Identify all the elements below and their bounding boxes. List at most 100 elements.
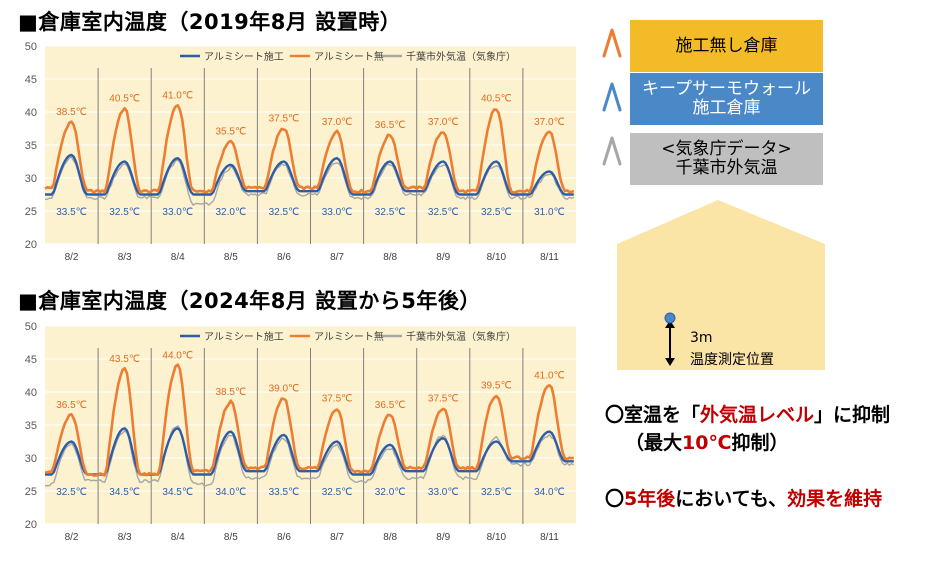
legend-label-outdoor: <気象庁データ> 千葉市外気温 [661,139,792,178]
chart-1: 20 25 30 35 40 45 50 8/2 8/3 8/4 8/5 8/6 8/7 8/8 8/9 8/… [25,41,576,263]
legend-label: 千葉市外気温（気象庁） [406,330,516,343]
chart-2: 20 25 30 35 40 45 50 8/2 8/3 8/4 8/5 8/6 8/7 8/8 8/9 8/… [25,321,576,543]
data-label-treated-max: 33.0℃ [162,207,193,218]
bullet-3-highlight-2: 効果を維持 [787,488,883,510]
orange-line-icon [602,28,622,58]
x-tick-label: 8/8 [383,252,397,263]
chart-1-title: ■倉庫室内温度（2019年8月 設置時） [18,10,402,34]
x-tick-label: 8/6 [277,532,291,543]
data-label-max: 37.0℃ [322,117,353,128]
data-label-treated-max: 34.0℃ [534,487,565,498]
sensor-point [664,312,676,324]
bullet-3-pre: 〇 [605,488,625,510]
x-tick-label: 8/5 [224,252,238,263]
warehouse-shape [617,200,825,370]
data-label-treated-max: 32.5℃ [481,207,512,218]
y-tick-label: 35 [25,140,37,152]
data-label-max: 44.0℃ [162,351,193,362]
y-tick-label: 30 [25,173,37,185]
chart-2-title: ■倉庫室内温度（2024年8月 設置から5年後） [18,289,481,313]
data-label-treated-max: 33.5℃ [56,207,87,218]
x-tick-label: 8/7 [330,252,344,263]
height-label: 3m [690,330,713,346]
data-label-treated-max: 32.5℃ [322,487,353,498]
data-label-max: 41.0℃ [162,90,193,101]
bullet-suppress: 〇室温を「外気温レベル」に抑制 [605,400,890,427]
data-label-max: 41.0℃ [534,370,565,381]
series-line [44,363,575,477]
data-label-treated-max: 33.0℃ [428,487,459,498]
x-tick-label: 8/7 [330,532,344,543]
data-label-max: 37.5℃ [428,394,459,405]
x-tick-label: 8/11 [540,532,559,543]
y-tick-label: 40 [25,387,37,399]
legend-label: 千葉市外気温（気象庁） [406,50,516,63]
data-label-treated-max: 32.5℃ [109,207,140,218]
x-tick-label: 8/9 [436,532,450,543]
x-tick-label: 8/3 [118,532,132,543]
legend-label: アルミシート施工 [204,50,284,63]
data-label-max: 38.5℃ [215,387,246,398]
y-tick-label: 45 [25,354,37,366]
data-label-treated-max: 32.5℃ [428,207,459,218]
data-label-max: 38.5℃ [56,107,87,118]
series-line [45,427,574,476]
y-tick-label: 35 [25,420,37,432]
series-line [45,153,574,196]
bullet-1-pre: 〇室温を「 [605,404,701,426]
y-tick-label: 30 [25,453,37,465]
x-tick-label: 8/4 [171,532,185,543]
data-label-treated-max: 32.0℃ [215,207,246,218]
bullet-3-mid: においても、 [675,488,788,510]
y-tick-label: 50 [25,41,37,53]
legend-label-treated: キープサーモウォール 施工倉庫 [642,79,811,118]
bullet-five-years: 〇5年後においても、効果を維持 [605,484,882,511]
x-tick-label: 8/10 [487,532,507,543]
bullet-3-highlight-1: 5年後 [624,488,676,510]
warehouse-diagram [617,200,825,370]
y-tick-label: 50 [25,321,37,333]
bullet-max: （最大10℃抑制） [625,428,788,455]
data-label-max: 36.5℃ [375,400,406,411]
data-label-max: 37.0℃ [534,117,565,128]
position-label: 温度測定位置 [690,352,774,368]
x-tick-label: 8/5 [224,532,238,543]
x-tick-label: 8/9 [436,252,450,263]
data-label-treated-max: 32.0℃ [375,487,406,498]
data-label-max: 37.0℃ [428,117,459,128]
legend-label: アルミシート無 [314,50,384,63]
series-line [44,104,575,194]
data-label-treated-max: 33.5℃ [269,487,300,498]
x-tick-label: 8/11 [540,252,559,263]
y-tick-label: 25 [25,486,37,498]
x-tick-label: 8/2 [65,252,79,263]
bullet-2-post: 抑制） [731,432,789,454]
bullet-2-pre: （最大 [625,432,683,454]
data-label-max: 37.5℃ [322,394,353,405]
bullet-1-post: 」に抑制 [814,404,891,426]
legend-label: アルミシート無 [314,330,384,343]
blue-line-icon [602,82,622,112]
data-label-treated-max: 32.5℃ [481,487,512,498]
data-label-treated-max: 34.5℃ [109,487,140,498]
bullet-1-highlight: 外気温レベル [700,404,815,426]
x-tick-label: 8/6 [277,252,291,263]
bullet-2-highlight: 10℃ [682,432,732,454]
data-label-max: 36.5℃ [56,400,87,411]
data-label-max: 36.5℃ [375,120,406,131]
data-label-max: 37.5℃ [269,114,300,125]
data-label-max: 39.5℃ [481,380,512,391]
data-label-treated-max: 32.5℃ [269,207,300,218]
data-label-treated-max: 34.5℃ [162,487,193,498]
legend-label: アルミシート施工 [204,330,284,343]
x-tick-label: 8/3 [118,252,132,263]
data-label-max: 35.5℃ [215,127,246,138]
data-label-max: 43.5℃ [109,354,140,365]
data-label-treated-max: 34.0℃ [215,487,246,498]
y-tick-label: 40 [25,107,37,119]
data-label-treated-max: 32.5℃ [375,207,406,218]
data-label-max: 40.5℃ [109,94,140,105]
y-tick-label: 45 [25,74,37,86]
gray-line-icon [602,136,622,166]
data-label-treated-max: 32.5℃ [56,487,87,498]
